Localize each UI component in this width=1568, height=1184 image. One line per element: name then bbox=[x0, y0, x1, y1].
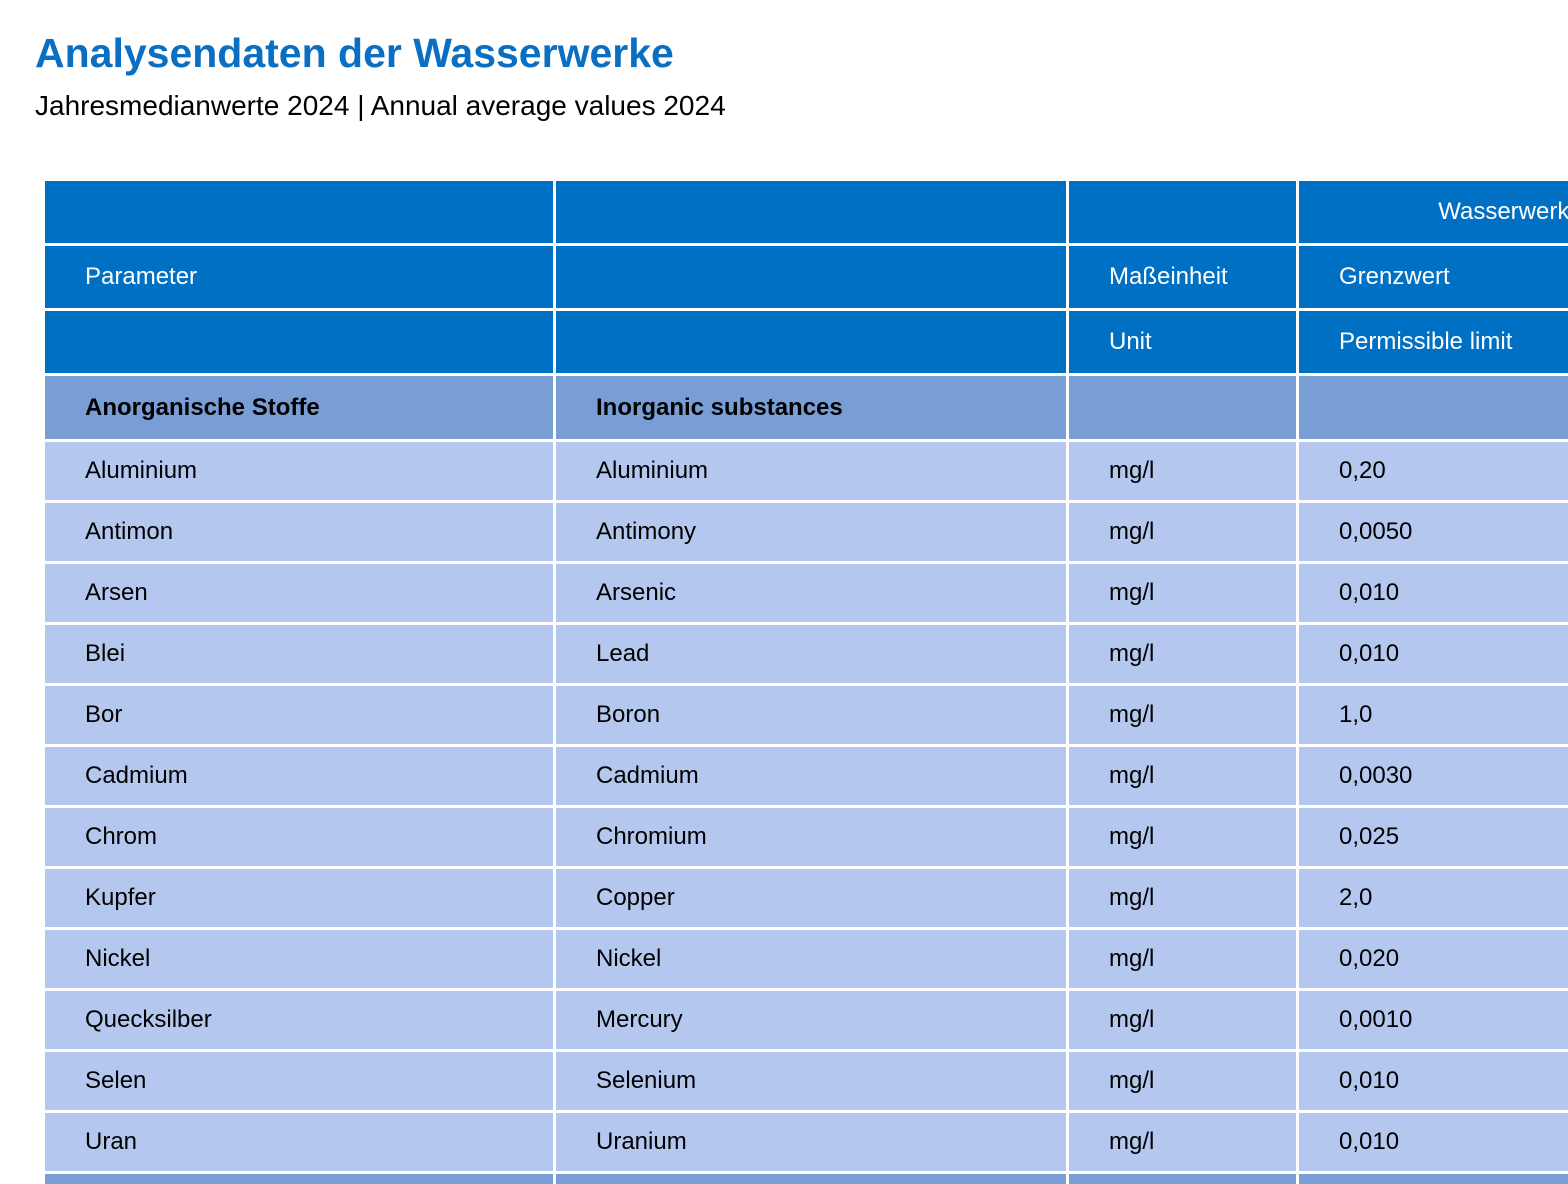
analysis-table-container: Wasserwerk: Parameter Maßeinheit Grenzwe… bbox=[42, 178, 1568, 1184]
section-row: Anorganische Stoffe Inorganic substances bbox=[45, 376, 1568, 439]
header-cell-empty bbox=[1069, 181, 1296, 243]
section-name-en: Inorganic substances bbox=[556, 376, 1066, 439]
table-row: Uran Uranium mg/l 0,010 bbox=[45, 1113, 1568, 1171]
unit-cell: mg/l bbox=[1069, 869, 1296, 927]
section-cell-empty bbox=[556, 1174, 1066, 1184]
table-row: Selen Selenium mg/l 0,010 bbox=[45, 1052, 1568, 1110]
section-cell-empty bbox=[45, 1174, 553, 1184]
parameter-name-en: Chromium bbox=[556, 808, 1066, 866]
header-limit-de-label: Grenzwert bbox=[1299, 246, 1568, 308]
table-row: Arsen Arsenic mg/l 0,010 bbox=[45, 564, 1568, 622]
section-name-de: Anorganische Stoffe bbox=[45, 376, 553, 439]
next-section-row bbox=[45, 1174, 1568, 1184]
unit-cell: mg/l bbox=[1069, 930, 1296, 988]
limit-cell: 0,0050 bbox=[1299, 503, 1568, 561]
header-row-english: Unit Permissible limit bbox=[45, 311, 1568, 373]
parameter-name-de: Aluminium bbox=[45, 442, 553, 500]
parameter-name-en: Lead bbox=[556, 625, 1066, 683]
limit-cell: 0,025 bbox=[1299, 808, 1568, 866]
parameter-name-de: Nickel bbox=[45, 930, 553, 988]
limit-cell: 0,20 bbox=[1299, 442, 1568, 500]
parameter-name-en: Uranium bbox=[556, 1113, 1066, 1171]
parameter-name-en: Antimony bbox=[556, 503, 1066, 561]
parameter-name-de: Kupfer bbox=[45, 869, 553, 927]
table-row: Aluminium Aluminium mg/l 0,20 bbox=[45, 442, 1568, 500]
header-limit-en-label: Permissible limit bbox=[1299, 311, 1568, 373]
parameter-name-de: Arsen bbox=[45, 564, 553, 622]
parameter-name-de: Chrom bbox=[45, 808, 553, 866]
parameter-name-en: Arsenic bbox=[556, 564, 1066, 622]
table-row: Blei Lead mg/l 0,010 bbox=[45, 625, 1568, 683]
unit-cell: mg/l bbox=[1069, 503, 1296, 561]
header-cell-empty bbox=[45, 311, 553, 373]
header-wasserwerk-label: Wasserwerk: bbox=[1299, 181, 1568, 243]
header-cell-empty bbox=[556, 181, 1066, 243]
table-row: Kupfer Copper mg/l 2,0 bbox=[45, 869, 1568, 927]
table-row: Cadmium Cadmium mg/l 0,0030 bbox=[45, 747, 1568, 805]
table-row: Antimon Antimony mg/l 0,0050 bbox=[45, 503, 1568, 561]
unit-cell: mg/l bbox=[1069, 747, 1296, 805]
page-subtitle: Jahresmedianwerte 2024 | Annual average … bbox=[35, 90, 726, 121]
parameter-name-en: Nickel bbox=[556, 930, 1066, 988]
parameter-name-en: Selenium bbox=[556, 1052, 1066, 1110]
limit-cell: 0,010 bbox=[1299, 1052, 1568, 1110]
parameter-name-de: Uran bbox=[45, 1113, 553, 1171]
table-row: Chrom Chromium mg/l 0,025 bbox=[45, 808, 1568, 866]
unit-cell: mg/l bbox=[1069, 625, 1296, 683]
limit-cell: 0,010 bbox=[1299, 564, 1568, 622]
unit-cell: mg/l bbox=[1069, 686, 1296, 744]
parameter-name-en: Copper bbox=[556, 869, 1066, 927]
parameter-name-de: Antimon bbox=[45, 503, 553, 561]
parameter-name-en: Cadmium bbox=[556, 747, 1066, 805]
analysis-table: Wasserwerk: Parameter Maßeinheit Grenzwe… bbox=[42, 178, 1568, 1184]
unit-cell: mg/l bbox=[1069, 1052, 1296, 1110]
page-title: Analysendaten der Wasserwerke bbox=[35, 30, 674, 76]
section-cell-empty bbox=[1069, 376, 1296, 439]
parameter-name-en: Boron bbox=[556, 686, 1066, 744]
limit-cell: 0,0030 bbox=[1299, 747, 1568, 805]
section-cell-empty bbox=[1069, 1174, 1296, 1184]
limit-cell: 0,0010 bbox=[1299, 991, 1568, 1049]
unit-cell: mg/l bbox=[1069, 1113, 1296, 1171]
header-cell-empty bbox=[45, 181, 553, 243]
unit-cell: mg/l bbox=[1069, 808, 1296, 866]
parameter-name-de: Blei bbox=[45, 625, 553, 683]
parameter-name-de: Bor bbox=[45, 686, 553, 744]
section-cell-empty bbox=[1299, 1174, 1568, 1184]
header-unit-en-label: Unit bbox=[1069, 311, 1296, 373]
parameter-name-en: Aluminium bbox=[556, 442, 1066, 500]
unit-cell: mg/l bbox=[1069, 991, 1296, 1049]
limit-cell: 0,010 bbox=[1299, 1113, 1568, 1171]
header-cell-empty bbox=[556, 311, 1066, 373]
section-cell-empty bbox=[1299, 376, 1568, 439]
header-row-wasserwerk: Wasserwerk: bbox=[45, 181, 1568, 243]
table-row: Quecksilber Mercury mg/l 0,0010 bbox=[45, 991, 1568, 1049]
parameter-name-en: Mercury bbox=[556, 991, 1066, 1049]
table-row: Nickel Nickel mg/l 0,020 bbox=[45, 930, 1568, 988]
limit-cell: 1,0 bbox=[1299, 686, 1568, 744]
header-cell-empty bbox=[556, 246, 1066, 308]
header-row-german: Parameter Maßeinheit Grenzwert bbox=[45, 246, 1568, 308]
limit-cell: 0,020 bbox=[1299, 930, 1568, 988]
parameter-name-de: Quecksilber bbox=[45, 991, 553, 1049]
header-unit-de-label: Maßeinheit bbox=[1069, 246, 1296, 308]
unit-cell: mg/l bbox=[1069, 442, 1296, 500]
parameter-name-de: Selen bbox=[45, 1052, 553, 1110]
unit-cell: mg/l bbox=[1069, 564, 1296, 622]
table-row: Bor Boron mg/l 1,0 bbox=[45, 686, 1568, 744]
parameter-name-de: Cadmium bbox=[45, 747, 553, 805]
limit-cell: 0,010 bbox=[1299, 625, 1568, 683]
limit-cell: 2,0 bbox=[1299, 869, 1568, 927]
header-parameter-label: Parameter bbox=[45, 246, 553, 308]
